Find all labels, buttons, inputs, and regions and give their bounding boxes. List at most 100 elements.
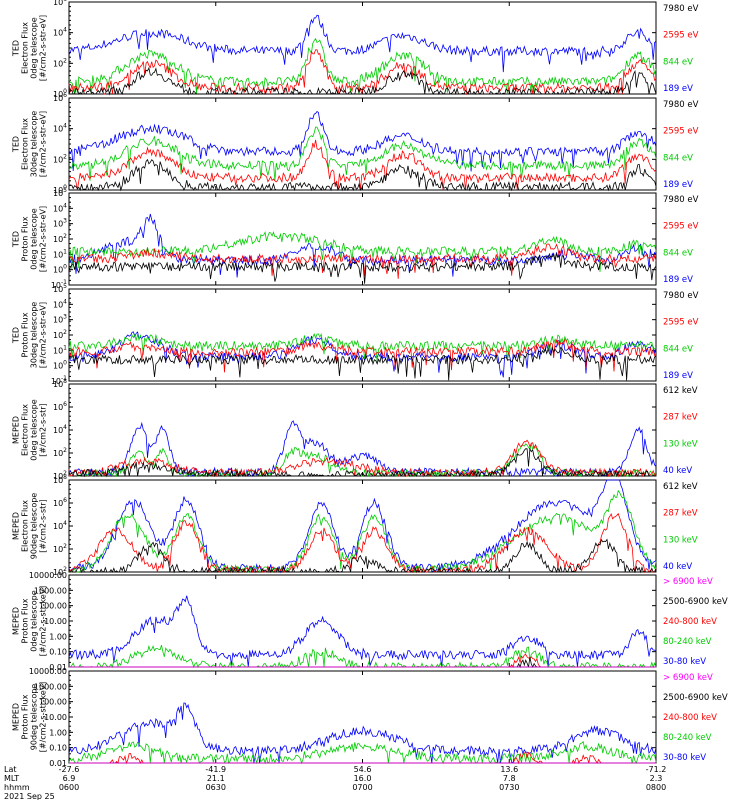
legend-entry: 2595 eV (663, 222, 699, 232)
y-tick-label: 0.10 (49, 744, 67, 753)
y-tick-label: 10000.00 (29, 667, 67, 676)
legend-entry: 2500-6900 keV (663, 693, 728, 703)
x-tick-mlt: 16.0 (354, 774, 372, 783)
panel-meped-p-0: 0.01 0.10 1.00 10.00 100.00 1000.00 10000.00 ME… (12, 571, 728, 672)
legend-entry: 7980 eV (663, 195, 699, 205)
series-green (68, 231, 657, 272)
panel-meped-p-90: 0.01 0.10 1.00 10.00 100.00 1000.00 10000.00 ME… (12, 667, 728, 768)
legend-entry: 2595 eV (663, 127, 699, 137)
panel-frame (68, 670, 657, 764)
legend-entry: 80-240 keV (663, 637, 712, 647)
y-tick-label: 105 (53, 187, 67, 198)
y-tick-label: 10-1 (51, 375, 67, 386)
legend-entry: 612 keV (663, 482, 698, 492)
legend-entry: 844 eV (663, 248, 693, 258)
x-tick-hhmm: 0700 (352, 783, 372, 792)
series-blue (68, 14, 657, 73)
y-tick-label: 0.10 (49, 648, 67, 657)
y-tick-label: 102 (53, 233, 67, 244)
panel-ted-p-0: 10-1 100 101 102 103 104 105 TEDProton Flux0deg… (12, 187, 699, 290)
series-blue (68, 213, 657, 278)
series-black (68, 346, 657, 381)
x-tick-lat: -27.6 (59, 765, 80, 774)
x-row-label-hhmm: hhmm (4, 783, 30, 792)
y-tick-label: 106 (53, 92, 67, 103)
y-tick-label: 102 (53, 153, 67, 164)
y-tick-label: 108 (53, 378, 67, 389)
x-tick-mlt: 21.1 (207, 774, 225, 783)
legend-entry: 287 keV (663, 509, 698, 519)
y-tick-label: 106 (53, 401, 67, 412)
y-tick-label: 1000.00 (34, 682, 67, 691)
series-black (69, 538, 657, 574)
y-tick-label: 102 (53, 57, 67, 68)
panel-frame (68, 479, 657, 573)
panel-ted-p-30: 10-1 100 101 102 103 104 105 TEDProton Flux30de… (12, 283, 699, 386)
legend-entry: 189 eV (663, 84, 693, 94)
legend-entry: 130 keV (663, 535, 698, 545)
series-green (68, 489, 657, 574)
y-tick-label: 1.00 (49, 632, 67, 641)
legend-entry: 7980 eV (663, 100, 699, 110)
legend-entry: 40 keV (663, 562, 692, 572)
y-tick-label: 1.00 (49, 728, 67, 737)
y-axis-label: MEPEDProton Flux0deg telescope[#/cm2-s-s… (12, 586, 48, 657)
series-blue (68, 595, 657, 668)
y-tick-label: 102 (53, 329, 67, 340)
y-tick-label: 102 (53, 447, 67, 458)
y-axis-label: MEPEDProton Flux90deg telescope[#/cm2-s-… (12, 682, 48, 753)
series-blue (68, 110, 657, 172)
x-tick-lat: 13.6 (500, 765, 518, 774)
legend-entry: > 6900 keV (663, 673, 713, 683)
y-tick-label: 101 (53, 248, 67, 259)
legend-entry: 189 eV (663, 180, 693, 190)
legend-entry: 844 eV (663, 57, 693, 67)
y-tick-label: 105 (53, 283, 67, 294)
series-green (68, 333, 657, 363)
y-tick-label: 102 (53, 566, 67, 577)
legend-entry: > 6900 keV (663, 577, 713, 587)
y-tick-label: 106 (53, 497, 67, 508)
series-green (68, 442, 657, 478)
y-tick-label: 100 (53, 88, 67, 99)
y-axis-label: TEDElectron Flux0deg telescope[#/cm2-s-s… (12, 15, 48, 81)
legend-entry: 130 keV (663, 439, 698, 449)
y-tick-label: 10-1 (51, 279, 67, 290)
y-tick-label: 100 (53, 360, 67, 371)
legend-entry: 844 eV (663, 344, 693, 354)
legend-entry: 80-240 keV (663, 733, 712, 743)
x-tick-hhmm: 0630 (206, 783, 226, 792)
legend-entry: 189 eV (663, 371, 693, 381)
series-black (68, 158, 657, 192)
y-axis-label: TEDProton Flux0deg telescope[#/cm2-s-str… (12, 206, 48, 272)
panel-frame (68, 97, 657, 191)
x-tick-hhmm: 0730 (499, 783, 519, 792)
legend-entry: 189 eV (663, 275, 693, 285)
y-tick-label: 104 (53, 27, 67, 38)
series-red (68, 139, 657, 191)
panel-frame (68, 288, 657, 382)
series-black (68, 252, 657, 284)
y-tick-label: 0.01 (49, 759, 67, 768)
y-tick-label: 100 (53, 184, 67, 195)
x-tick-hhmm: 0800 (646, 783, 666, 792)
y-tick-label: 104 (53, 520, 67, 531)
legend-entry: 40 keV (663, 466, 692, 476)
y-tick-label: 10.00 (44, 617, 67, 626)
y-tick-label: 104 (53, 298, 67, 309)
y-axis-label: MEPEDElectron Flux0deg telescope[#/cm2-s… (12, 399, 48, 460)
y-tick-label: 0.01 (49, 663, 67, 672)
y-axis-label: TEDElectron Flux30deg telescope[#/cm2-s-… (12, 111, 48, 178)
series-red (68, 243, 657, 279)
y-tick-label: 1000.00 (34, 586, 67, 595)
legend-entry: 287 keV (663, 413, 698, 423)
legend-entry: 612 keV (663, 386, 698, 396)
y-tick-label: 102 (53, 470, 67, 481)
y-tick-label: 10.00 (44, 713, 67, 722)
series-blue (68, 331, 657, 378)
series-green (68, 740, 657, 765)
series-black (68, 66, 657, 96)
legend-entry: 30-80 keV (663, 657, 706, 667)
